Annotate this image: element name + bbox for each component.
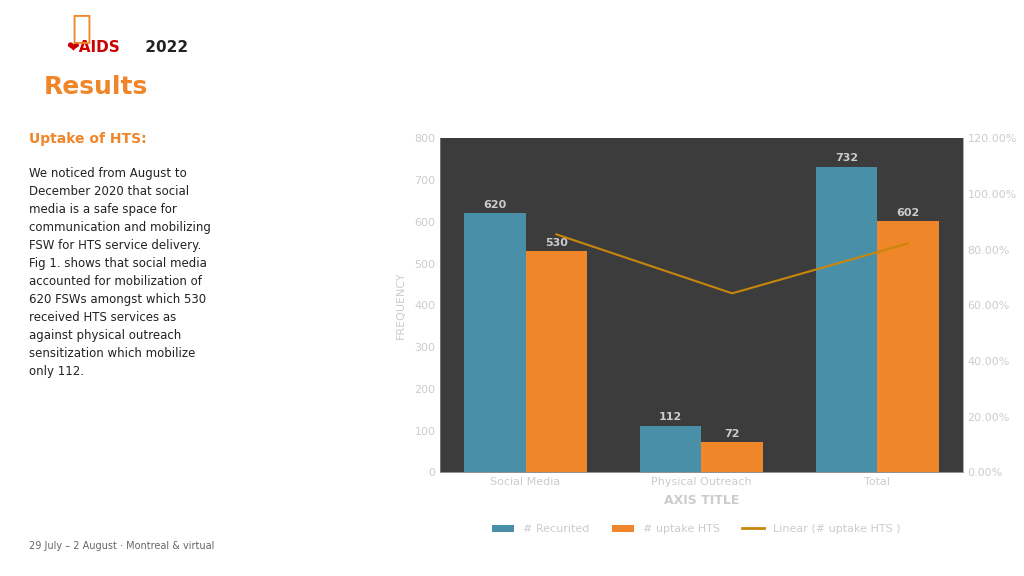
Text: Results: Results (44, 75, 148, 99)
Text: 530: 530 (545, 238, 568, 248)
Text: ❤AIDS: ❤AIDS (67, 40, 120, 55)
Bar (464, 214, 525, 472)
X-axis label: AXIS TITLE: AXIS TITLE (664, 494, 739, 507)
Text: We noticed from August to
December 2020 that social
media is a safe space for
co: We noticed from August to December 2020 … (30, 167, 211, 378)
Bar (816, 166, 878, 472)
Bar (640, 426, 701, 472)
Text: 620: 620 (483, 200, 507, 210)
Text: Uptake of HTS:: Uptake of HTS: (30, 132, 147, 146)
Bar (878, 221, 939, 472)
Bar (525, 251, 587, 472)
Y-axis label: FREQUENCY: FREQUENCY (396, 271, 406, 339)
Text: 2022: 2022 (140, 40, 188, 55)
Text: Fig 1: Distribution of FSW uptake of HTS in 6
months disaggregated by mode of mo: Fig 1: Distribution of FSW uptake of HTS… (494, 46, 899, 81)
Text: 732: 732 (835, 153, 858, 164)
Text: 🍁: 🍁 (71, 12, 91, 44)
Text: 112: 112 (659, 412, 682, 422)
Legend: # Recurited, # uptake HTS, Linear (# uptake HTS ): # Recurited, # uptake HTS, Linear (# upt… (487, 520, 905, 539)
Text: 602: 602 (896, 207, 920, 218)
Bar (701, 442, 763, 472)
Text: 29 July – 2 August · Montreal & virtual: 29 July – 2 August · Montreal & virtual (30, 541, 215, 551)
Text: 72: 72 (724, 429, 740, 439)
